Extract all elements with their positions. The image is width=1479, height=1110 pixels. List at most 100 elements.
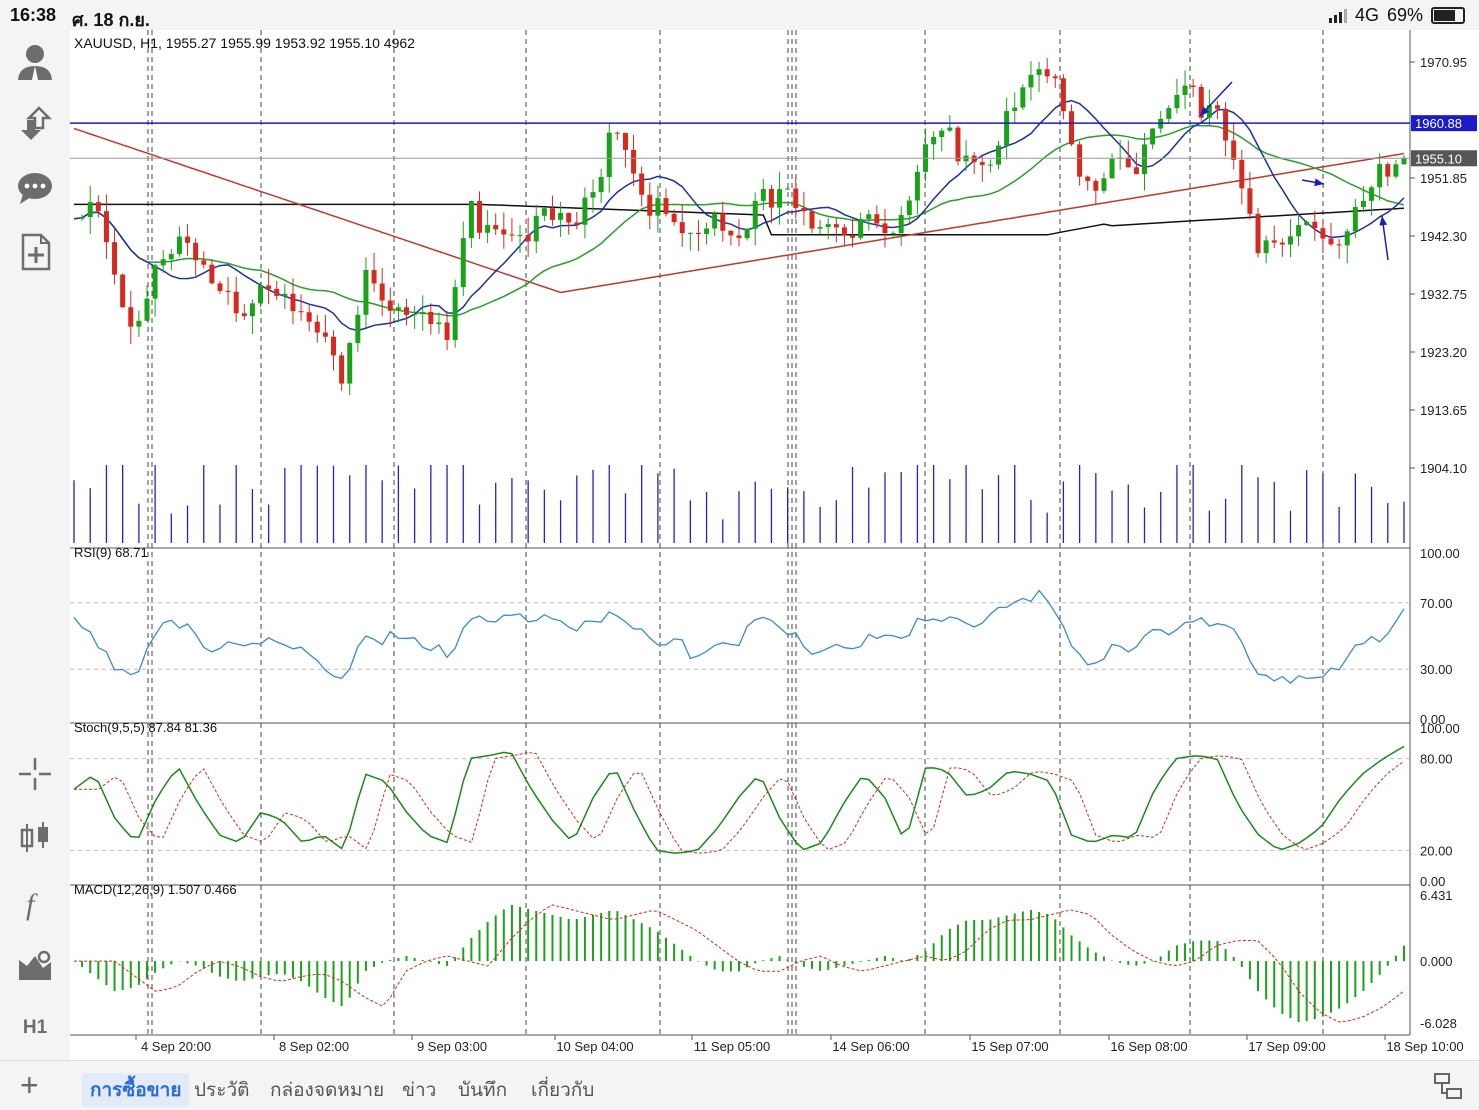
candle-body xyxy=(996,145,1002,165)
bottom-bar: + การซื้อขาย ประวัติ กล่องจดหมาย ข่าว บั… xyxy=(0,1060,1479,1110)
candle-body xyxy=(1312,221,1318,229)
candle-body xyxy=(322,332,328,337)
stoch-main-line xyxy=(73,745,1405,854)
candle-body xyxy=(517,234,523,236)
candle-body xyxy=(266,285,272,289)
candle-body xyxy=(371,270,377,284)
time-tick-label: 18 Sep 10:00 xyxy=(1386,1039,1463,1054)
trade-icon[interactable] xyxy=(15,104,55,144)
candle-body xyxy=(1141,144,1147,175)
candle-body xyxy=(428,311,434,325)
candle-body xyxy=(1304,221,1310,226)
stoch-axis-label: 0.00 xyxy=(1420,874,1445,889)
objects-icon[interactable] xyxy=(15,946,55,986)
candle-body xyxy=(1101,178,1107,191)
candle-body xyxy=(931,136,937,145)
candle-body xyxy=(1085,176,1091,181)
candle-body xyxy=(249,303,255,317)
candle-body xyxy=(412,313,418,315)
price-tick-label: 1923.20 xyxy=(1420,345,1467,360)
candle-body xyxy=(176,236,182,255)
candle-body xyxy=(436,322,442,325)
candle-body xyxy=(1393,164,1399,177)
macd-axis-label: -6.028 xyxy=(1420,1016,1457,1031)
candle-body xyxy=(193,242,199,261)
tab-history[interactable]: ประวัติ xyxy=(194,1080,250,1101)
timeframe-button[interactable]: H1 xyxy=(22,1017,48,1038)
indicator-icon[interactable]: f xyxy=(15,882,55,922)
candle-body xyxy=(1271,240,1277,243)
candle-body xyxy=(979,162,985,165)
candle-body xyxy=(1077,144,1083,177)
candle-body xyxy=(752,200,758,229)
candle-body xyxy=(347,343,353,384)
candle-body xyxy=(379,283,385,301)
candle-body xyxy=(136,320,142,327)
rsi-axis-label: 70.00 xyxy=(1420,596,1453,611)
candle-body xyxy=(566,212,572,223)
candle-body xyxy=(704,228,710,234)
tab-news[interactable]: ข่าว xyxy=(402,1080,437,1101)
candle-body xyxy=(1401,157,1407,165)
network-type: 4G xyxy=(1354,5,1379,25)
rsi-line xyxy=(73,589,1405,684)
candle-body xyxy=(874,214,880,224)
candle-body xyxy=(801,207,807,212)
candle-body xyxy=(298,311,304,313)
candle-body xyxy=(1190,85,1196,88)
crosshair-icon[interactable] xyxy=(15,754,55,794)
candle-body xyxy=(785,188,791,190)
add-icon[interactable]: + xyxy=(20,1067,39,1103)
hline-price-tag xyxy=(1411,115,1477,132)
candle-body xyxy=(1223,108,1229,141)
macd-label: MACD(12,26,9) 1.507 0.466 xyxy=(74,882,237,897)
candle-body xyxy=(712,213,718,229)
candle-body xyxy=(152,265,158,299)
candle-body xyxy=(582,197,588,225)
candle-body xyxy=(631,149,637,174)
candle-body xyxy=(444,322,450,340)
candle-body xyxy=(1231,140,1237,160)
candle-body xyxy=(898,215,904,234)
price-tick-label: 1942.30 xyxy=(1420,229,1467,244)
candle-body xyxy=(306,312,312,322)
candle-body xyxy=(606,132,612,178)
account-icon[interactable] xyxy=(15,42,55,82)
candle-body xyxy=(687,232,693,234)
candle-body xyxy=(833,224,839,228)
chart-type-icon[interactable] xyxy=(15,818,55,858)
candle-body xyxy=(1036,69,1042,75)
price-tick-label: 1951.85 xyxy=(1420,171,1467,186)
tab-about[interactable]: เกี่ยวกับ xyxy=(531,1080,595,1101)
tab-trade[interactable]: การซื้อขาย xyxy=(82,1073,190,1107)
candle-body xyxy=(1336,244,1342,246)
ma-red-line xyxy=(73,127,1405,294)
candle-body xyxy=(760,188,766,201)
tab-journal[interactable]: บันทึก xyxy=(458,1080,508,1101)
signal-icon xyxy=(1328,8,1347,23)
ma-blue-line xyxy=(73,99,1405,332)
candle-body xyxy=(549,208,555,220)
candle-body xyxy=(882,223,888,234)
candle-body xyxy=(460,238,466,288)
new-order-icon[interactable] xyxy=(15,232,55,272)
candle-body xyxy=(825,224,831,227)
stoch-axis-label: 80.00 xyxy=(1420,752,1453,767)
chat-icon[interactable] xyxy=(15,168,55,208)
chart-area[interactable]: 1970.95 1951.85 1942.30 1932.75 1923.20 1913.… xyxy=(70,30,1479,1060)
candle-body xyxy=(120,274,126,308)
candle-body xyxy=(201,260,207,265)
tab-mailbox[interactable]: กล่องจดหมาย xyxy=(270,1080,385,1101)
candle-body xyxy=(525,234,531,242)
candle-body xyxy=(1020,87,1026,108)
candle-body xyxy=(1206,105,1212,118)
candle-body xyxy=(485,225,491,233)
candle-body xyxy=(103,211,109,243)
candle-body xyxy=(420,311,426,314)
layout-settings-icon[interactable] xyxy=(1433,1071,1463,1101)
chart-canvas[interactable]: 1970.95 1951.85 1942.30 1932.75 1923.20 1913.… xyxy=(70,30,1479,1060)
status-time: 16:38 xyxy=(10,5,57,25)
candle-body xyxy=(363,270,369,315)
stoch-label: Stoch(9,5,5) 87.84 81.36 xyxy=(74,720,217,735)
candle-body xyxy=(1166,108,1172,119)
